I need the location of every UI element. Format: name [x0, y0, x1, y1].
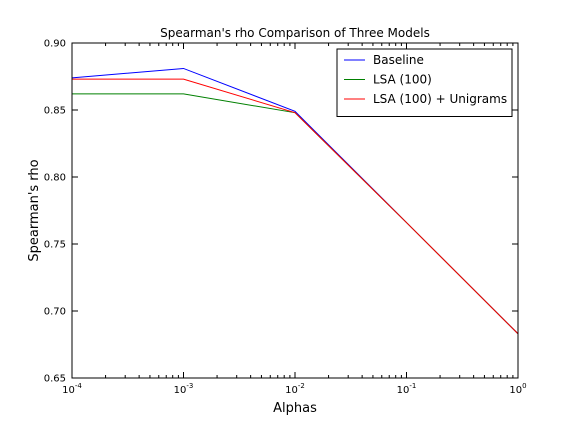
series-layer [71, 67, 519, 335]
x-axis-label: Alphas [273, 401, 317, 416]
chart-title: Spearman's rho Comparison of Three Model… [160, 26, 430, 40]
legend-label-baseline: Baseline [373, 53, 424, 67]
legend-box [336, 48, 513, 117]
series-line-lsa-100-unigrams [72, 78, 519, 335]
tick-label-layer: 10-4 10-3 10-2 10-1 100 0.65 0.70 0.75 0.80 0.85 0… [44, 39, 527, 397]
x-tick-label: 100 [509, 382, 526, 396]
y-tick-label: 0.65 [44, 374, 66, 385]
y-tick-label: 0.90 [44, 39, 66, 50]
x-tick-label: 10-2 [285, 382, 305, 396]
x-tick-label: 10-3 [174, 382, 194, 396]
y-axis-label: Spearman's rho [27, 159, 42, 261]
legend: Baseline LSA (100) LSA (100) + Unigrams [336, 48, 513, 117]
y-tick-label: 0.85 [44, 106, 66, 117]
y-tick-label: 0.70 [44, 307, 66, 318]
legend-label-lsa-100: LSA (100) [373, 73, 432, 87]
plot-frame [71, 42, 519, 379]
x-tick-label: 10-1 [397, 382, 417, 396]
y-tick-label: 0.75 [44, 240, 66, 251]
legend-label-lsa-100-unigrams: LSA (100) + Unigrams [373, 92, 507, 106]
x-tick-label: 10-4 [62, 382, 82, 396]
y-tick-label: 0.80 [44, 173, 66, 184]
